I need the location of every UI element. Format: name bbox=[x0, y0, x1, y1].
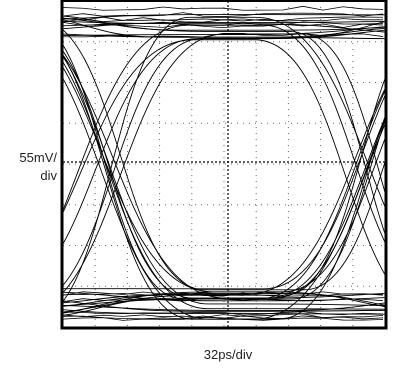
y-scale-label: 55mV/ bbox=[19, 150, 57, 165]
page: 55mV/ div 32ps/div (() => { const data =… bbox=[0, 0, 393, 371]
y-scale-unit: div bbox=[40, 168, 57, 183]
eye-diagram: 55mV/ div 32ps/div bbox=[0, 0, 393, 371]
x-scale-label: 32ps/div bbox=[204, 347, 253, 362]
